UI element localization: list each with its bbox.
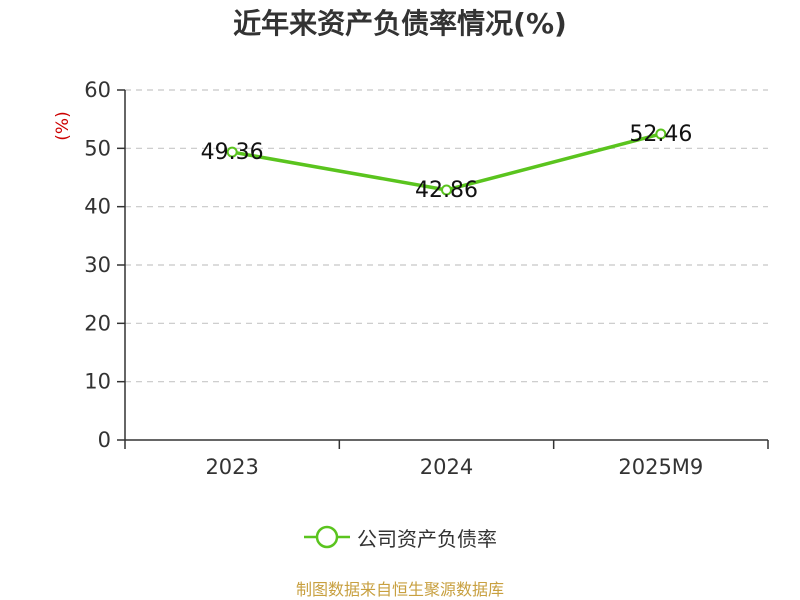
y-tick-label: 60: [84, 78, 111, 102]
y-tick-label: 20: [84, 311, 111, 335]
data-point: [655, 128, 667, 140]
data-label: 52.46: [629, 122, 692, 147]
x-tick-label: 2024: [420, 455, 473, 479]
y-tick-label: 30: [84, 253, 111, 277]
source-note: 制图数据来自恒生聚源数据库: [295, 580, 504, 599]
data-labels: 49.36 42.86 52.46: [201, 122, 693, 203]
data-label: 42.86: [415, 178, 478, 203]
x-tick-label: 2025M9: [618, 455, 703, 479]
data-point: [441, 184, 452, 196]
y-tick-label: 10: [84, 370, 111, 394]
y-axis-label: (%): [53, 111, 73, 140]
data-label: 49.36: [201, 140, 264, 165]
y-tick-label: 0: [98, 428, 111, 452]
axes: 0 10 20 30 40 50 60 2023 2024 2025M9: [84, 78, 769, 479]
legend-item[interactable]: 公司资产负债率: [303, 523, 497, 552]
legend-label: 公司资产负债率: [357, 526, 497, 551]
chart-title: 近年来资产负债率情况(%): [233, 7, 567, 40]
data-point: [226, 146, 238, 158]
y-tick-label: 50: [84, 136, 111, 160]
legend-line-marker-icon: [304, 525, 350, 549]
y-tick-label: 40: [84, 195, 111, 219]
series: [226, 128, 667, 196]
legend: 公司资产负债率: [0, 520, 800, 554]
x-tick-label: 2023: [205, 455, 258, 479]
grid-lines: [125, 89, 768, 383]
